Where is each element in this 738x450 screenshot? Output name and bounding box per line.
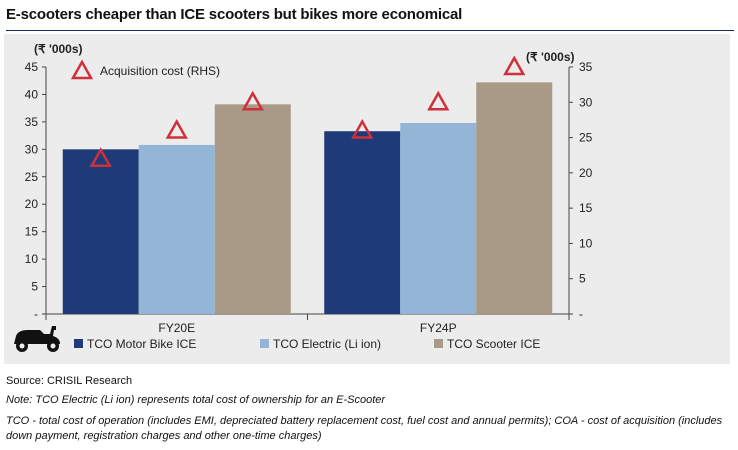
right-tick-label: 5 <box>579 272 586 286</box>
legend-swatch <box>434 339 443 348</box>
legend-label: TCO Scooter ICE <box>447 337 540 351</box>
acquisition-cost-marker <box>427 90 450 111</box>
note-line-2: TCO - total cost of operation (includes … <box>6 415 723 442</box>
chart-panel: - 5 10 15 20 25 30 35 40 45 (₹ '000s) - 5 10 15 20 25 30 3… <box>4 34 730 364</box>
bar-electric <box>138 144 215 314</box>
legend-label: TCO Electric (Li ion) <box>273 337 381 351</box>
left-tick-label: 40 <box>25 87 39 101</box>
chart-title: E-scooters cheaper than ICE scooters but… <box>6 6 463 23</box>
left-tick-label: 20 <box>25 197 39 211</box>
right-axis-label: (₹ '000s) <box>526 50 575 64</box>
chart-canvas: - 5 10 15 20 25 30 35 40 45 (₹ '000s) - 5 10 15 20 25 30 3… <box>25 42 593 351</box>
left-tick-label: 10 <box>25 252 39 266</box>
legend-triangle-icon <box>70 59 94 80</box>
title-divider <box>6 30 734 31</box>
right-tick-label: 35 <box>579 60 593 74</box>
legend-swatch <box>260 339 269 348</box>
bar-scooter-ice <box>214 104 291 314</box>
left-axis-label: (₹ '000s) <box>34 42 83 56</box>
acquisition-cost-marker <box>241 90 264 111</box>
category-label: FY20E <box>158 321 195 335</box>
scooter-icon <box>14 326 60 352</box>
left-tick-label: 45 <box>25 60 39 74</box>
right-tick-label: 10 <box>579 236 593 250</box>
right-tick-label: 20 <box>579 166 593 180</box>
legend-label: TCO Motor Bike ICE <box>87 337 196 351</box>
left-tick-label: 35 <box>25 115 39 129</box>
left-tick-label: - <box>34 307 38 321</box>
note-line-1: Note: TCO Electric (Li ion) represents t… <box>6 394 386 406</box>
left-tick-label: 30 <box>25 142 39 156</box>
acquisition-cost-marker <box>351 118 374 139</box>
acquisition-cost-marker <box>503 55 526 76</box>
right-tick-label: 30 <box>579 95 593 109</box>
legend-swatch <box>74 339 83 348</box>
right-tick-label: 25 <box>579 131 593 145</box>
source-note: Source: CRISIL Research <box>6 375 133 387</box>
left-tick-label: 15 <box>25 225 39 239</box>
acquisition-cost-marker <box>89 147 112 167</box>
bar-motor-bike <box>324 131 401 314</box>
legend-acquisition-label: Acquisition cost (RHS) <box>100 64 220 78</box>
bar-electric <box>400 122 477 314</box>
right-tick-label: 15 <box>579 201 593 215</box>
acquisition-cost-marker <box>165 118 188 139</box>
bar-motor-bike <box>62 149 139 314</box>
left-tick-label: 5 <box>31 280 38 294</box>
left-tick-label: 25 <box>25 170 39 184</box>
right-tick-label: - <box>579 307 583 321</box>
category-label: FY24P <box>420 321 457 335</box>
bar-scooter-ice <box>476 82 553 314</box>
